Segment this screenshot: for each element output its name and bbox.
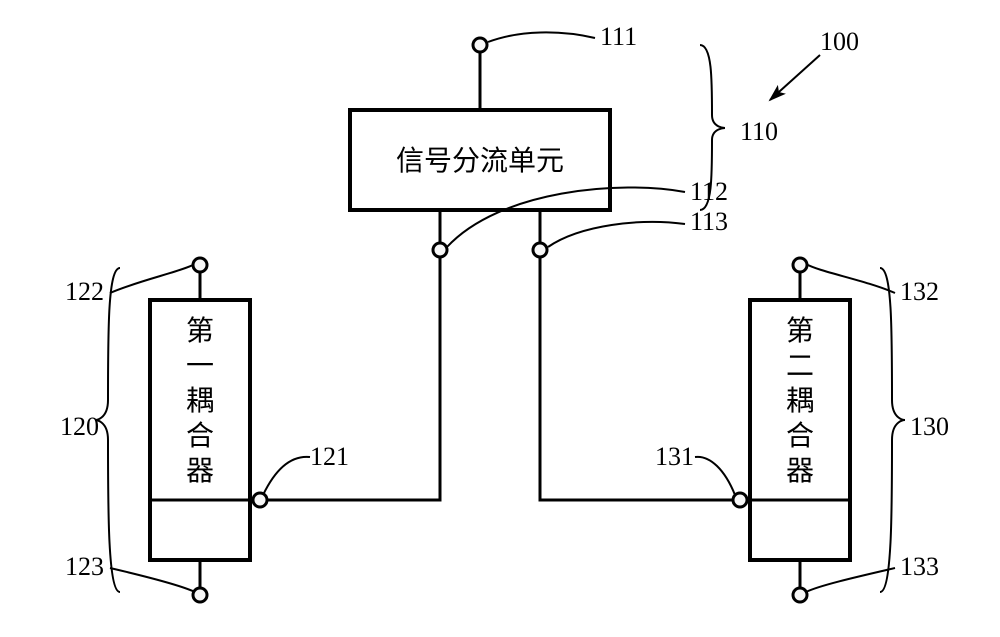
port-p111 xyxy=(473,38,487,52)
port-p112 xyxy=(433,243,447,257)
ref-label-r113: 113 xyxy=(690,207,728,236)
block-label-char: 耦 xyxy=(186,386,214,417)
port-p133_bot xyxy=(793,588,807,602)
leader-l100_arrow xyxy=(770,55,820,100)
ref-label-r111: 111 xyxy=(600,22,637,51)
block-label-char: 第 xyxy=(786,315,814,347)
diagram-canvas: 100110111112113120121122123130131132133 … xyxy=(0,0,1000,637)
ref-label-r132: 132 xyxy=(900,277,939,306)
blocks-group xyxy=(150,110,850,560)
leader-l111 xyxy=(488,32,595,42)
block-label-char: 耦 xyxy=(786,386,814,417)
ref-label-r120: 120 xyxy=(60,412,99,441)
leader-l133 xyxy=(806,568,895,592)
ref-label-r130: 130 xyxy=(910,412,949,441)
block-label-char: 第 xyxy=(186,315,214,347)
brace-b130 xyxy=(880,268,905,592)
block-label-coupler2: 第二耦合器 xyxy=(786,315,814,487)
leader-l123 xyxy=(110,568,195,592)
block-label-coupler1: 第一耦合器 xyxy=(186,315,214,487)
leader-l113 xyxy=(548,222,685,247)
port-p123_bot xyxy=(193,588,207,602)
block-label-char: 二 xyxy=(786,351,814,382)
block-label-char: 器 xyxy=(186,456,214,487)
leader-l121 xyxy=(263,457,310,495)
ref-label-r122: 122 xyxy=(65,277,104,306)
block-label-char: 合 xyxy=(786,420,814,452)
port-p121_side xyxy=(253,493,267,507)
block-label-char: 器 xyxy=(786,456,814,487)
wire-w_113_down xyxy=(540,210,740,500)
leader-l122 xyxy=(110,264,195,293)
ref-label-r112: 112 xyxy=(690,177,728,206)
ref-label-r100: 100 xyxy=(820,27,859,56)
block-label-char: 合 xyxy=(186,420,214,452)
braces-group xyxy=(95,45,905,592)
block-label-char: 一 xyxy=(186,351,214,382)
ref-label-r133: 133 xyxy=(900,552,939,581)
port-p113 xyxy=(533,243,547,257)
wire-w_112_down xyxy=(260,210,440,500)
ref-label-r123: 123 xyxy=(65,552,104,581)
ref-label-r131: 131 xyxy=(655,442,694,471)
leader-l131 xyxy=(695,457,735,495)
ref-label-r110: 110 xyxy=(740,117,778,146)
block-label-splitter: 信号分流单元 xyxy=(396,145,564,177)
port-p122_top xyxy=(193,258,207,272)
port-p131_side xyxy=(733,493,747,507)
ref-label-r121: 121 xyxy=(310,442,349,471)
port-p132_top xyxy=(793,258,807,272)
